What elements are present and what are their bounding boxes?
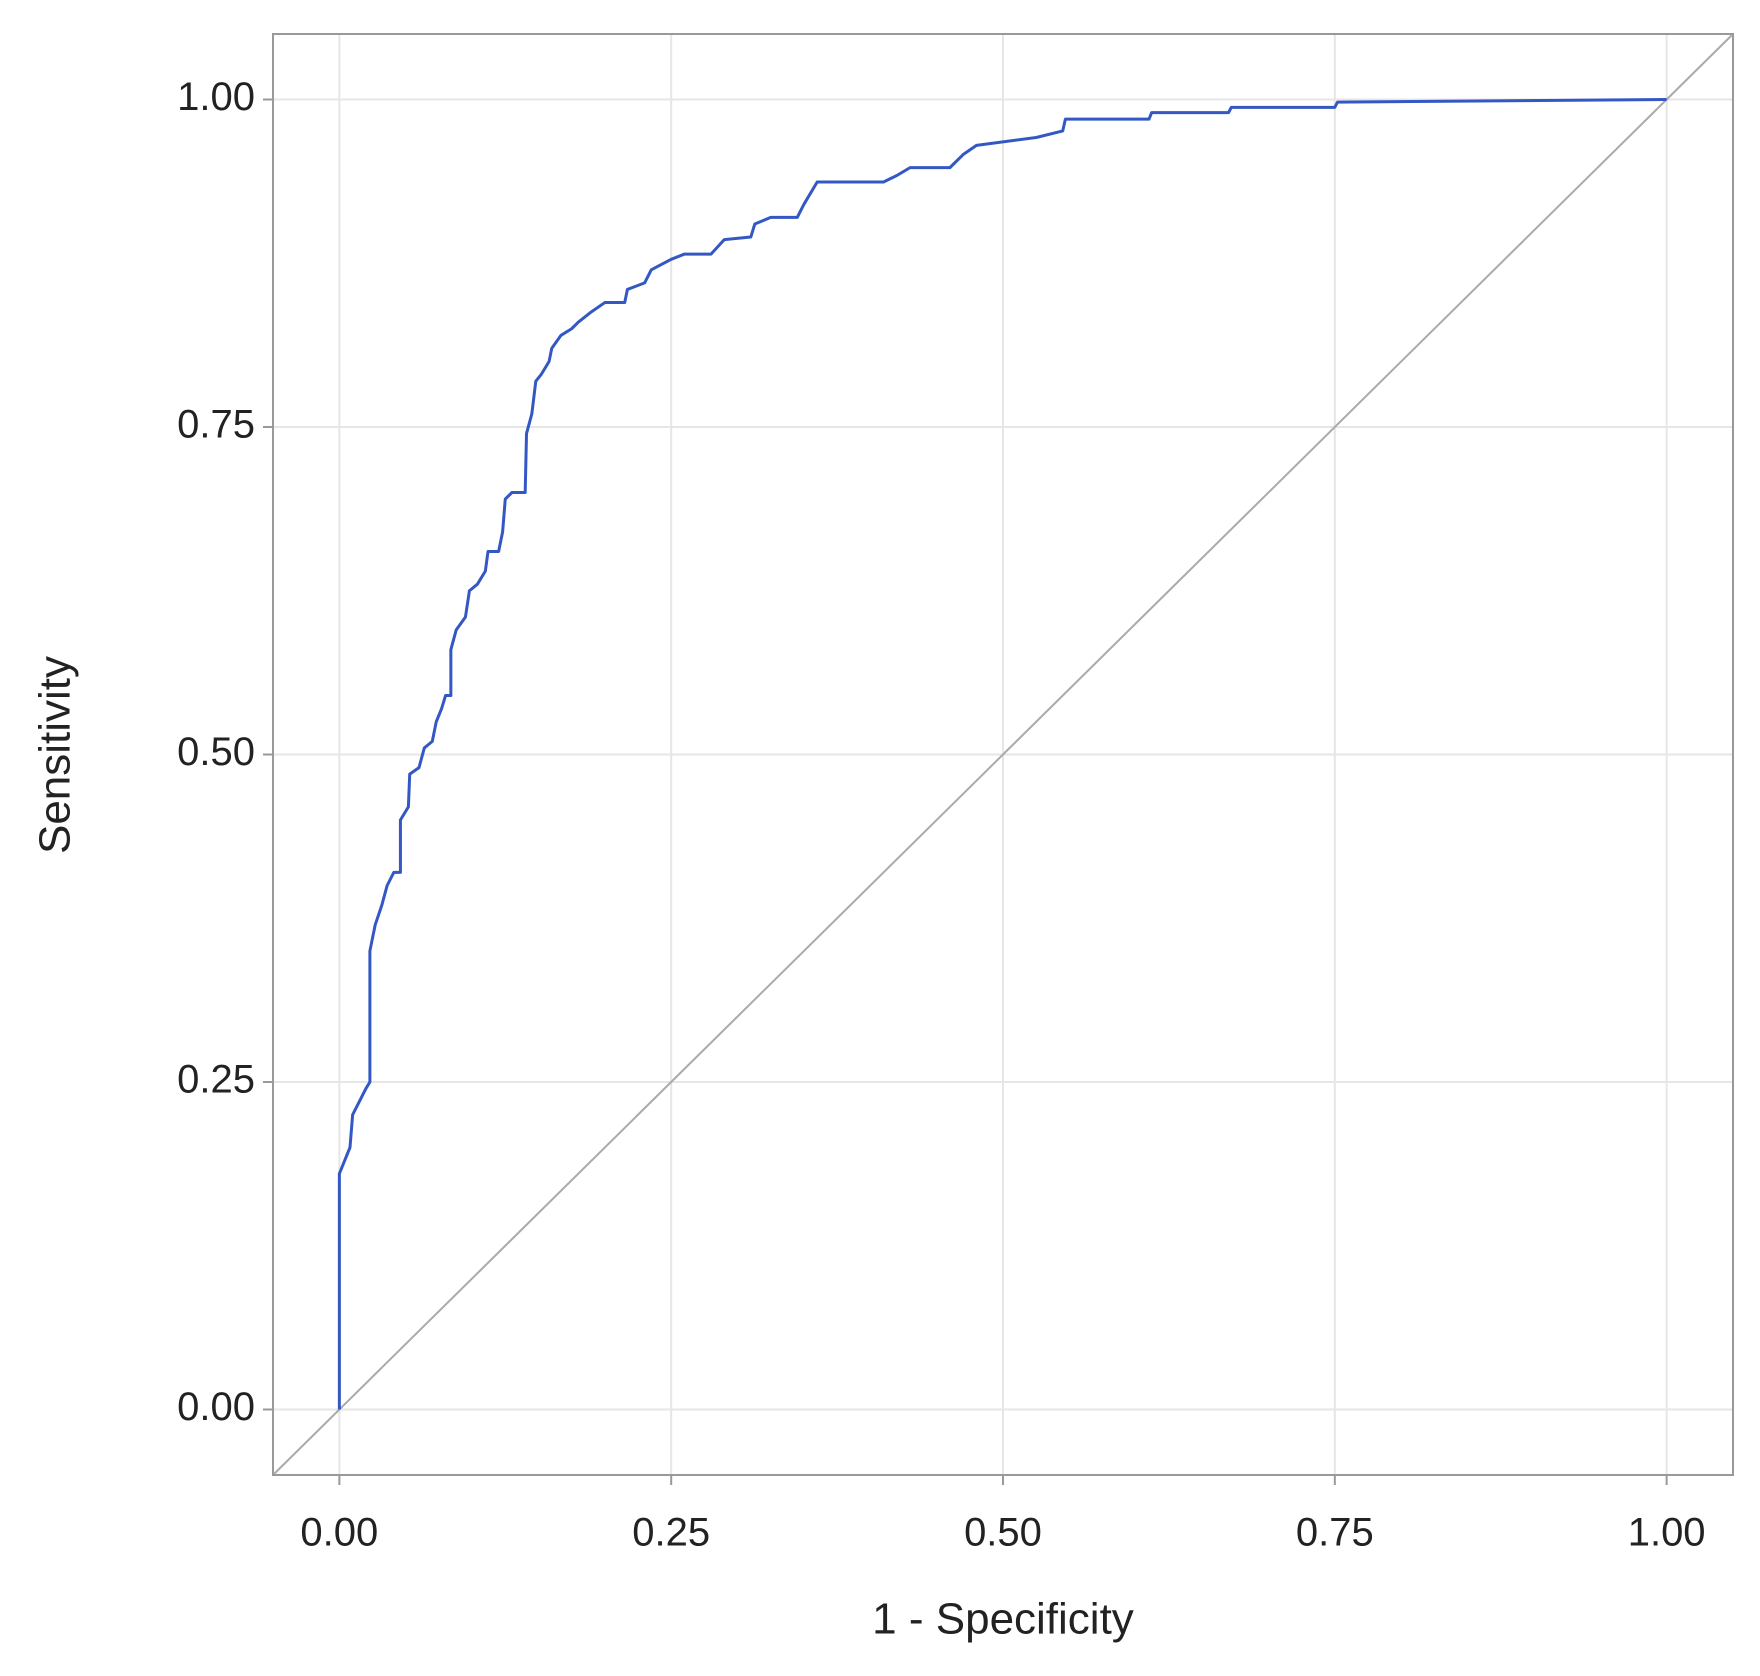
x-tick-label: 0.00 <box>300 1511 378 1555</box>
plot-border <box>272 33 1734 1476</box>
x-tick-label: 0.25 <box>632 1511 710 1555</box>
reference-diagonal <box>272 33 1734 1476</box>
x-axis-title: 1 - Specificity <box>872 1595 1134 1644</box>
y-tick-label: 0.25 <box>177 1058 255 1102</box>
y-tick-label: 1.00 <box>177 75 255 119</box>
x-tick-label: 0.50 <box>964 1511 1042 1555</box>
y-tick-label: 0.50 <box>177 730 255 774</box>
y-tick-label: 0.75 <box>177 403 255 447</box>
roc-curve <box>337 98 1667 1410</box>
y-axis-title: Sensitivity <box>31 656 80 854</box>
x-tick-label: 1.00 <box>1628 1511 1706 1555</box>
x-tick-label: 0.75 <box>1296 1511 1374 1555</box>
y-tick-label: 0.00 <box>177 1385 255 1429</box>
